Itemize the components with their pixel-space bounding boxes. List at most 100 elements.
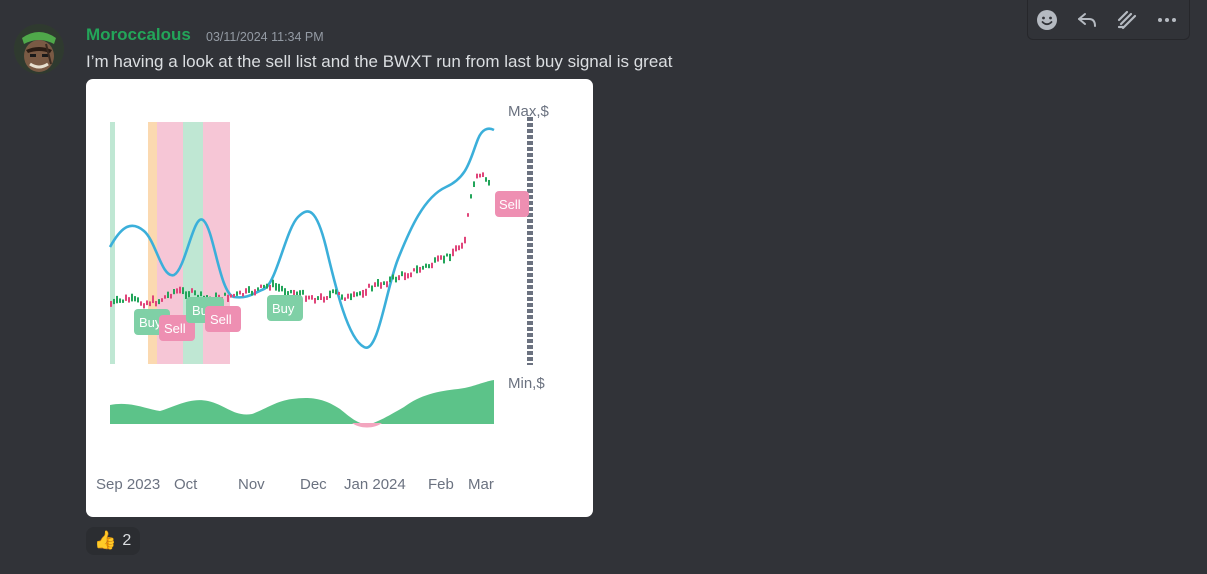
candle <box>200 291 202 297</box>
candle <box>308 295 310 300</box>
candle <box>215 292 217 300</box>
candle <box>191 288 193 293</box>
y-axis-min-label: Min,$ <box>508 375 545 392</box>
candle <box>485 177 487 182</box>
candle <box>359 291 361 296</box>
candle <box>320 293 322 300</box>
candle <box>305 295 307 302</box>
candle <box>350 293 352 301</box>
candle <box>311 295 313 300</box>
candle <box>251 290 253 296</box>
candle <box>119 298 121 303</box>
svg-text:Buy: Buy <box>139 315 162 330</box>
candle <box>392 274 394 280</box>
candle <box>146 300 148 306</box>
candle <box>224 292 226 296</box>
username[interactable]: Moroccalous <box>86 25 191 44</box>
candle <box>299 290 301 298</box>
x-tick-label: Sep 2023 <box>96 476 160 493</box>
candle <box>479 173 481 178</box>
candle <box>398 275 400 281</box>
candle <box>149 301 151 307</box>
candle <box>461 242 463 249</box>
candle <box>413 268 415 272</box>
candle <box>248 286 250 293</box>
candle <box>377 279 379 287</box>
candle <box>425 263 427 268</box>
candle <box>362 289 364 298</box>
candle <box>236 291 238 296</box>
candle <box>482 172 484 177</box>
candle <box>422 265 424 270</box>
candle <box>158 299 160 305</box>
candle <box>233 293 235 298</box>
candle <box>404 272 406 281</box>
candle <box>179 286 181 294</box>
candle <box>152 295 154 304</box>
svg-text:Sell: Sell <box>164 321 186 336</box>
candle <box>335 289 337 295</box>
message-timestamp: 03/11/2024 11:34 PM <box>206 30 324 44</box>
x-tick-label: Oct <box>174 476 198 493</box>
candle <box>128 297 130 303</box>
candle <box>443 255 445 264</box>
candle <box>365 288 367 296</box>
create-thread-icon[interactable] <box>1113 6 1141 34</box>
candle <box>161 298 163 302</box>
candle <box>368 283 370 288</box>
more-icon[interactable] <box>1153 6 1181 34</box>
candle <box>275 283 277 291</box>
candle <box>176 288 178 294</box>
candle <box>386 281 388 288</box>
candle <box>347 293 349 299</box>
svg-text:Sell: Sell <box>499 197 521 212</box>
candle <box>446 253 448 257</box>
candle <box>410 272 412 278</box>
candle <box>416 265 418 274</box>
price-candles <box>110 172 490 309</box>
candle <box>278 283 280 292</box>
candle <box>476 173 478 179</box>
sell-signal-badge: Sell <box>495 191 529 217</box>
candle <box>440 255 442 260</box>
candle <box>407 273 409 279</box>
stock-chart: Buy Sell Buy Sell Buy Sell Max,$ Min,$ S… <box>96 103 550 493</box>
reaction-thumbs-up[interactable]: 👍 2 <box>86 527 140 555</box>
reply-icon[interactable] <box>1073 6 1101 34</box>
candle <box>125 294 127 301</box>
candle <box>464 236 466 244</box>
candle <box>488 179 490 186</box>
x-tick-label: Mar <box>468 476 494 493</box>
candle <box>473 181 475 188</box>
image-attachment[interactable]: Buy Sell Buy Sell Buy Sell Max,$ Min,$ S… <box>86 79 593 517</box>
message-text: I’m having a look at the sell list and t… <box>86 52 673 71</box>
candle <box>431 262 433 269</box>
candle <box>281 285 283 292</box>
candle <box>302 289 304 295</box>
x-tick-label: Dec <box>300 476 327 493</box>
candle <box>143 303 145 309</box>
candle <box>122 299 124 303</box>
candle <box>317 296 319 301</box>
candle <box>437 255 439 262</box>
x-tick-label: Nov <box>238 476 265 493</box>
candle <box>401 271 403 277</box>
candle <box>341 294 343 300</box>
x-tick-label: Feb <box>428 476 454 493</box>
candle <box>293 289 295 297</box>
y-axis-max-label: Max,$ <box>508 103 550 120</box>
volume-histogram-pink <box>352 423 382 428</box>
add-reaction-icon[interactable] <box>1033 6 1061 34</box>
candle <box>329 290 331 299</box>
buy-signal-badge: Buy <box>267 295 303 321</box>
candle <box>344 297 346 301</box>
svg-text:Buy: Buy <box>272 301 295 316</box>
candle <box>245 288 247 294</box>
avatar[interactable] <box>14 24 64 74</box>
candle <box>287 291 289 298</box>
message-toolbar <box>1027 0 1190 40</box>
candle <box>254 289 256 296</box>
candle <box>452 248 454 257</box>
candle <box>110 301 112 307</box>
candle <box>257 287 259 291</box>
